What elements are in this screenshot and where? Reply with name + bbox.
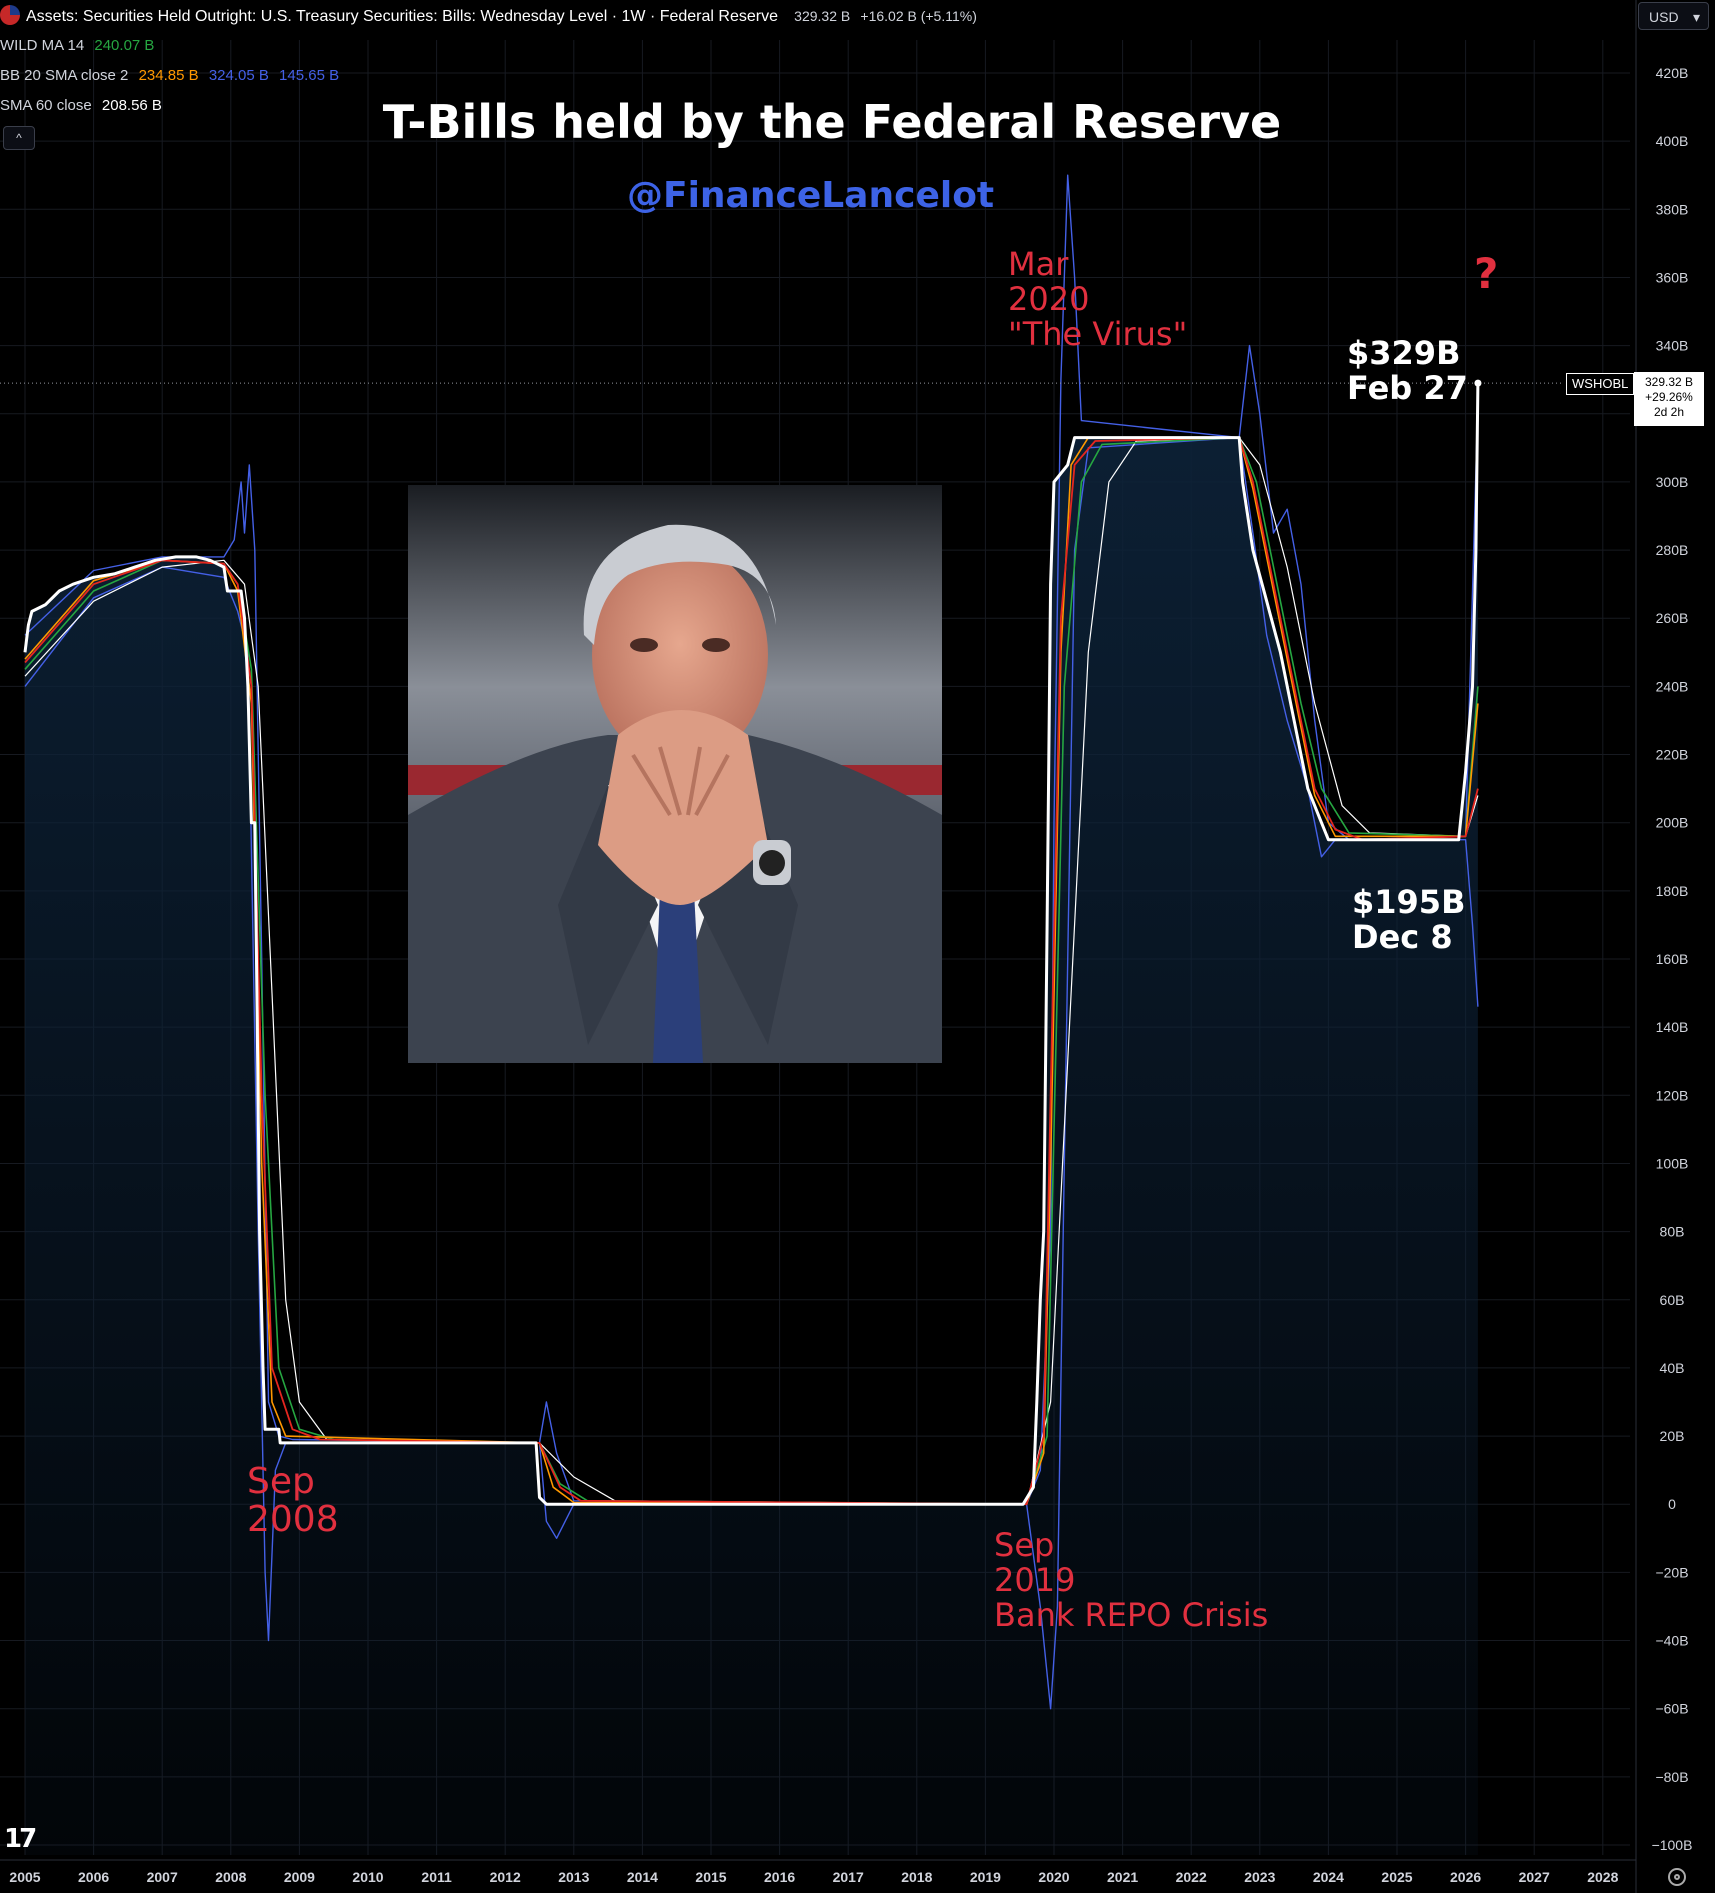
price-label-value: 329.32 B <box>1644 375 1694 389</box>
x-tick-label: 2014 <box>627 1869 658 1885</box>
y-tick-label: 380B <box>1656 201 1689 217</box>
indicator-value: 208.56 B <box>101 97 162 114</box>
y-tick-label: 0 <box>1668 1496 1676 1512</box>
y-tick-label: −40B <box>1655 1633 1688 1649</box>
y-tick-label: 340B <box>1656 338 1689 354</box>
y-tick-label: 160B <box>1656 951 1689 967</box>
x-tick-label: 2020 <box>1038 1869 1069 1885</box>
y-tick-label: −80B <box>1655 1769 1688 1785</box>
y-tick-label: 220B <box>1656 747 1689 763</box>
tradingview-logo[interactable]: 17 <box>4 1824 37 1854</box>
annotation-mar-2020: Mar 2020 "The Virus" <box>1008 245 1188 353</box>
indicator-value: 145.65 B <box>279 67 340 84</box>
us-flag-icon <box>0 5 20 25</box>
x-tick-label: 2008 <box>215 1869 246 1885</box>
indicator-value: 234.85 B <box>138 67 199 84</box>
x-tick-label: 2026 <box>1450 1869 1481 1885</box>
y-tick-label: 180B <box>1656 883 1689 899</box>
indicator-bb[interactable]: BB 20 SMA close 2 234.85 B 324.05 B 145.… <box>0 67 345 84</box>
last-point-marker <box>1474 379 1482 387</box>
x-tick-label: 2019 <box>970 1869 1001 1885</box>
x-tick-label: 2010 <box>352 1869 383 1885</box>
indicator-label: WILD MA 14 <box>0 37 85 54</box>
y-tick-label: 240B <box>1656 678 1689 694</box>
x-tick-label: 2012 <box>490 1869 521 1885</box>
y-tick-label: 260B <box>1656 610 1689 626</box>
indicator-sma60[interactable]: SMA 60 close 208.56 B <box>0 97 168 114</box>
symbol-header: Assets: Securities Held Outright: U.S. T… <box>0 5 983 26</box>
y-tick-label: 100B <box>1656 1155 1689 1171</box>
indicator-label: SMA 60 close <box>0 97 92 114</box>
price-label-pct: +29.26% <box>1645 390 1693 404</box>
y-tick-label: 300B <box>1656 474 1689 490</box>
y-tick-label: 40B <box>1660 1360 1685 1376</box>
settings-gear-icon[interactable] <box>1668 1868 1686 1886</box>
x-tick-label: 2009 <box>284 1869 315 1885</box>
y-tick-label: −100B <box>1652 1837 1693 1853</box>
collapse-legend-button[interactable]: ^ <box>3 126 35 150</box>
series-area-fill <box>25 383 1478 1856</box>
annotation-question: ? <box>1474 249 1499 298</box>
x-tick-label: 2016 <box>764 1869 795 1885</box>
photo <box>408 485 942 1063</box>
x-tick-label: 2015 <box>695 1869 726 1885</box>
photo-illustration <box>408 485 942 1063</box>
annotation-sep-2019: Sep 2019 Bank REPO Crisis <box>994 1526 1269 1634</box>
series-symbol-tag: WSHOBL <box>1566 373 1635 395</box>
indicator-value: 324.05 B <box>208 67 269 84</box>
series-line-wshobl <box>23 383 1480 1506</box>
x-tick-label: 2023 <box>1244 1869 1275 1885</box>
x-tick-label: 2021 <box>1107 1869 1138 1885</box>
x-tick-label: 2025 <box>1381 1869 1412 1885</box>
symbol-title: Assets: Securities Held Outright: U.S. T… <box>26 8 778 25</box>
y-tick-label: 80B <box>1660 1224 1685 1240</box>
annotation-sep-2008: Sep 2008 <box>247 1461 339 1540</box>
author-handle: @FinanceLancelot <box>627 175 995 216</box>
y-tick-label: 360B <box>1656 269 1689 285</box>
x-tick-label: 2017 <box>833 1869 864 1885</box>
y-tick-label: 140B <box>1656 1019 1689 1035</box>
y-tick-label: 280B <box>1656 542 1689 558</box>
x-tick-label: 2007 <box>147 1869 178 1885</box>
x-tick-label: 2013 <box>558 1869 589 1885</box>
indicator-wild-ma[interactable]: WILD MA 14 240.07 B <box>0 37 160 54</box>
x-tick-label: 2011 <box>421 1869 452 1885</box>
change-value: +16.02 B (+5.11%) <box>860 8 977 24</box>
x-tick-label: 2028 <box>1587 1869 1618 1885</box>
y-tick-label: 20B <box>1660 1428 1685 1444</box>
chart-overlay-title: T-Bills held by the Federal Reserve <box>382 95 1282 149</box>
x-tick-label: 2005 <box>9 1869 40 1885</box>
indicator-label: BB 20 SMA close 2 <box>0 67 129 84</box>
x-tick-label: 2022 <box>1176 1869 1207 1885</box>
price-label-time: 2d 2h <box>1653 405 1685 419</box>
annotation-329b: $329B Feb 27 <box>1347 334 1468 407</box>
last-value: 329.32 B <box>794 8 851 24</box>
annotation-195b: $195B Dec 8 <box>1352 883 1466 956</box>
x-tick-label: 2018 <box>901 1869 932 1885</box>
y-tick-label: 60B <box>1660 1292 1685 1308</box>
x-tick-label: 2006 <box>78 1869 109 1885</box>
y-tick-label: 400B <box>1656 133 1689 149</box>
y-tick-label: 120B <box>1656 1087 1689 1103</box>
y-tick-label: 200B <box>1656 815 1689 831</box>
x-tick-label: 2024 <box>1313 1869 1344 1885</box>
indicator-value: 240.07 B <box>94 37 155 54</box>
y-tick-label: 420B <box>1656 65 1689 81</box>
currency-selector[interactable]: USD <box>1638 2 1709 31</box>
x-tick-label: 2027 <box>1519 1869 1550 1885</box>
price-label-box: 329.32 B +29.26% 2d 2h <box>1634 372 1704 426</box>
y-tick-label: −60B <box>1655 1701 1688 1717</box>
y-tick-label: −20B <box>1655 1564 1688 1580</box>
